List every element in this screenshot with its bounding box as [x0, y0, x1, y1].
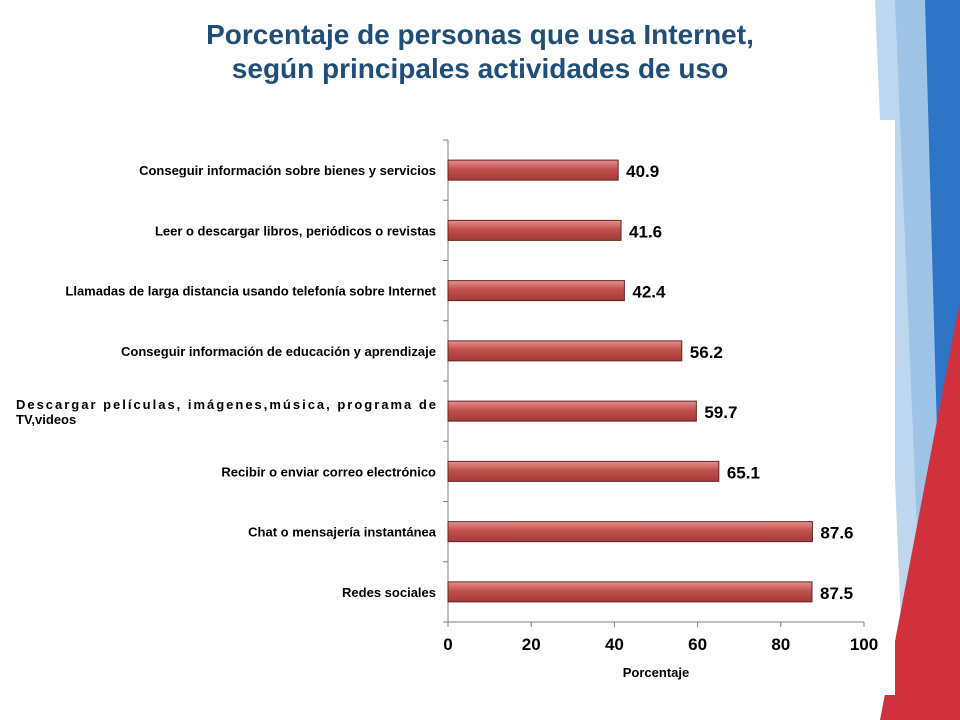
category-label: Recibir o enviar correo electrónico — [221, 464, 436, 479]
x-tick-label: 0 — [443, 635, 452, 654]
category-label: Chat o mensajería instantánea — [248, 525, 437, 540]
category-label: Conseguir información de educación y apr… — [121, 344, 436, 359]
title-line-2: según principales actividades de uso — [231, 53, 729, 84]
bar-value-label: 56.2 — [690, 343, 723, 362]
bar-value-label: 65.1 — [727, 463, 760, 482]
bar — [447, 581, 813, 603]
deco-white-overlay — [880, 120, 895, 695]
bar-value-label: 41.6 — [629, 222, 662, 241]
bar-value-label: 59.7 — [704, 403, 737, 422]
category-label: Redes sociales — [342, 585, 436, 600]
x-tick-label: 100 — [850, 635, 878, 654]
deco-red-band — [880, 300, 960, 720]
bar — [447, 159, 619, 181]
bar — [447, 400, 697, 422]
x-tick-label: 40 — [605, 635, 624, 654]
category-label: Conseguir información sobre bienes y ser… — [139, 163, 436, 178]
x-axis-title: Porcentaje — [623, 665, 689, 680]
category-label: Llamadas de larga distancia usando telef… — [65, 284, 436, 299]
bar — [447, 460, 720, 482]
category-label-continued: TV,videos — [16, 412, 76, 427]
bar — [447, 280, 625, 302]
bar-value-label: 87.5 — [820, 584, 853, 603]
bar — [447, 340, 683, 362]
x-tick-label: 80 — [771, 635, 790, 654]
page-title: Porcentaje de personas que usa Internet,… — [100, 18, 860, 86]
bar-value-label: 87.6 — [820, 524, 853, 543]
x-tick-label: 20 — [522, 635, 541, 654]
title-line-1: Porcentaje de personas que usa Internet, — [206, 19, 754, 50]
x-tick-label: 60 — [688, 635, 707, 654]
bar-value-label: 40.9 — [626, 162, 659, 181]
category-label: Leer o descargar libros, periódicos o re… — [155, 223, 436, 238]
bar — [447, 219, 622, 241]
bar — [447, 521, 813, 543]
category-label: Descargar películas, imágenes,música, pr… — [16, 397, 436, 412]
bar-value-label: 42.4 — [632, 283, 666, 302]
